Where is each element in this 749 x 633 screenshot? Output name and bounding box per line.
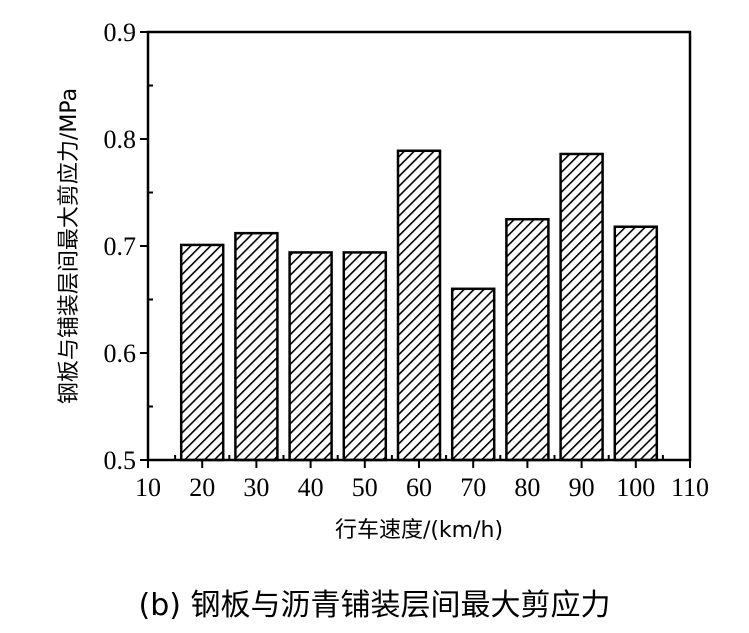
bar-70	[450, 287, 496, 462]
y-tick-label: 0.5	[104, 446, 137, 475]
x-tick-label: 100	[616, 473, 655, 502]
x-tick-label: 40	[298, 473, 324, 502]
x-tick-label: 20	[189, 473, 215, 502]
bar-30	[234, 231, 279, 462]
y-tick-label: 0.7	[104, 232, 137, 261]
bar-90	[559, 152, 604, 462]
x-tick-label: 60	[406, 473, 432, 502]
y-tick-label: 0.8	[104, 125, 137, 154]
ticks-layer	[140, 31, 691, 468]
x-tick-label: 70	[460, 473, 486, 502]
x-tick-label: 80	[514, 473, 540, 502]
bar-50	[342, 251, 388, 462]
x-tick-label: 90	[569, 473, 595, 502]
labels-layer: 10 20 30 40 50 60 70 80 90 100 110 0.5 0.6 0.7 0.8 0.9	[104, 18, 710, 502]
bar-40	[288, 251, 333, 462]
x-axis-title: 行车速度/(km/h)	[335, 518, 503, 543]
bar-20	[179, 243, 225, 462]
figure-caption: (b) 钢板与沥青铺装层间最大剪应力	[138, 588, 611, 623]
x-tick-label: 50	[352, 473, 378, 502]
y-axis-title: 钢板与铺装层间最大剪应力/MPa	[57, 88, 82, 404]
y-tick-label: 0.9	[104, 18, 137, 47]
y-tick-label: 0.6	[104, 339, 137, 368]
x-tick-label: 10	[135, 473, 161, 502]
x-tick-label: 110	[671, 473, 709, 502]
bars-layer	[179, 149, 659, 462]
bar-100	[613, 225, 659, 462]
x-tick-label: 30	[243, 473, 269, 502]
bar-80	[505, 218, 550, 462]
bar-60	[396, 149, 442, 462]
